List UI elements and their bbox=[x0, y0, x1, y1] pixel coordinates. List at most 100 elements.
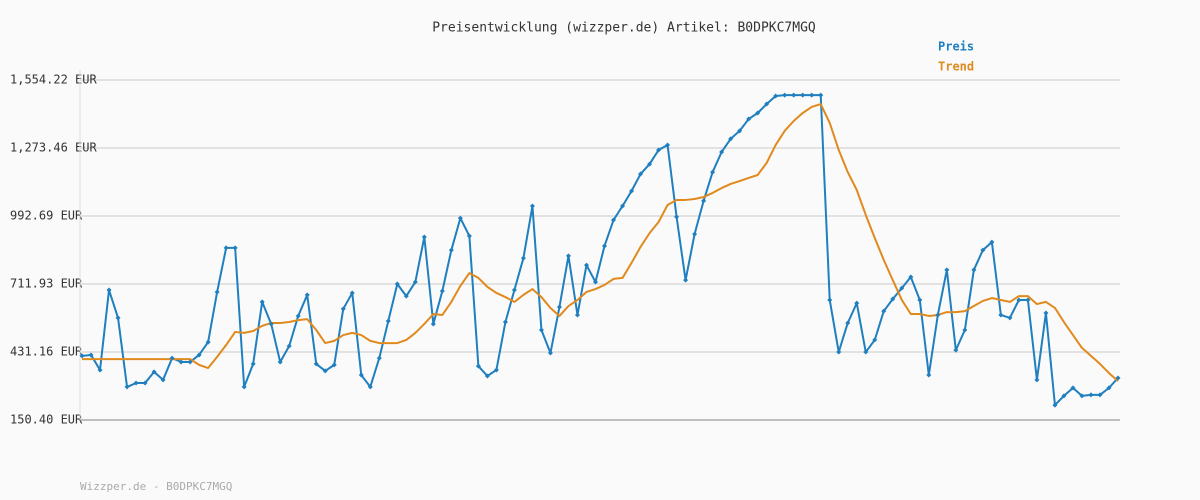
point bbox=[268, 321, 274, 327]
point bbox=[250, 361, 256, 367]
point bbox=[403, 293, 409, 299]
point bbox=[484, 373, 490, 379]
point bbox=[1007, 315, 1013, 321]
point bbox=[989, 239, 995, 245]
point bbox=[223, 245, 229, 251]
y-tick-label: 711.93 EUR bbox=[10, 276, 83, 290]
point bbox=[953, 347, 959, 353]
point bbox=[845, 320, 851, 326]
point bbox=[439, 288, 445, 294]
point bbox=[962, 327, 968, 333]
point bbox=[836, 349, 842, 355]
point bbox=[629, 188, 635, 194]
point bbox=[511, 287, 517, 293]
point bbox=[1061, 393, 1067, 399]
point bbox=[88, 352, 94, 358]
line bbox=[82, 103, 1119, 382]
point bbox=[529, 203, 535, 209]
point bbox=[331, 362, 337, 368]
point bbox=[187, 359, 193, 365]
point bbox=[665, 142, 671, 148]
point bbox=[241, 384, 247, 390]
point bbox=[1016, 297, 1022, 303]
point bbox=[809, 92, 815, 98]
point bbox=[773, 93, 779, 99]
point bbox=[169, 355, 175, 361]
point bbox=[746, 116, 752, 122]
point bbox=[124, 384, 130, 390]
point bbox=[106, 287, 112, 293]
point bbox=[1043, 310, 1049, 316]
point bbox=[151, 369, 157, 375]
y-tick-label: 992.69 EUR bbox=[10, 209, 83, 223]
point bbox=[376, 355, 382, 361]
point bbox=[349, 290, 355, 296]
point bbox=[304, 292, 310, 298]
point bbox=[863, 349, 869, 355]
point bbox=[430, 321, 436, 327]
point bbox=[466, 233, 472, 239]
point bbox=[692, 231, 698, 237]
point bbox=[205, 339, 211, 345]
point bbox=[1070, 385, 1076, 391]
point bbox=[674, 214, 680, 220]
point bbox=[133, 380, 139, 386]
point bbox=[764, 101, 770, 107]
point bbox=[286, 343, 292, 349]
point bbox=[1034, 377, 1040, 383]
point bbox=[565, 253, 571, 259]
point bbox=[827, 297, 833, 303]
point bbox=[1097, 392, 1103, 398]
footer: Wizzper.de - B0DPKC7MGQ bbox=[80, 480, 232, 493]
point bbox=[493, 367, 499, 373]
point bbox=[818, 92, 824, 98]
point bbox=[998, 312, 1004, 318]
point bbox=[683, 277, 689, 283]
point bbox=[592, 279, 598, 285]
point bbox=[115, 315, 121, 321]
point bbox=[935, 312, 941, 318]
point bbox=[277, 359, 283, 365]
point bbox=[358, 372, 364, 378]
point bbox=[611, 217, 617, 223]
point bbox=[538, 327, 544, 333]
point bbox=[782, 92, 788, 98]
point bbox=[322, 368, 328, 374]
point bbox=[737, 128, 743, 134]
point bbox=[854, 300, 860, 306]
point bbox=[556, 304, 562, 310]
point bbox=[475, 363, 481, 369]
point bbox=[917, 297, 923, 303]
point bbox=[1079, 393, 1085, 399]
point bbox=[728, 136, 734, 142]
point bbox=[908, 274, 914, 280]
point bbox=[547, 350, 553, 356]
point bbox=[79, 353, 85, 359]
point bbox=[367, 384, 373, 390]
y-tick-label: 1,554.22 EUR bbox=[10, 73, 97, 87]
point bbox=[1025, 297, 1031, 303]
point bbox=[899, 285, 905, 291]
point bbox=[602, 243, 608, 249]
point bbox=[394, 281, 400, 287]
point bbox=[800, 92, 806, 98]
point bbox=[232, 245, 238, 251]
point bbox=[944, 267, 950, 273]
point bbox=[295, 313, 301, 319]
point bbox=[340, 306, 346, 312]
point bbox=[755, 110, 761, 116]
point bbox=[178, 359, 184, 365]
point bbox=[719, 149, 725, 155]
point bbox=[412, 279, 418, 285]
point bbox=[620, 203, 626, 209]
point bbox=[574, 312, 580, 318]
point bbox=[1052, 402, 1058, 408]
point bbox=[872, 337, 878, 343]
point bbox=[313, 361, 319, 367]
point bbox=[881, 308, 887, 314]
legend-label: Preis bbox=[938, 40, 974, 54]
point bbox=[214, 289, 220, 295]
point bbox=[502, 319, 508, 325]
point bbox=[971, 267, 977, 273]
